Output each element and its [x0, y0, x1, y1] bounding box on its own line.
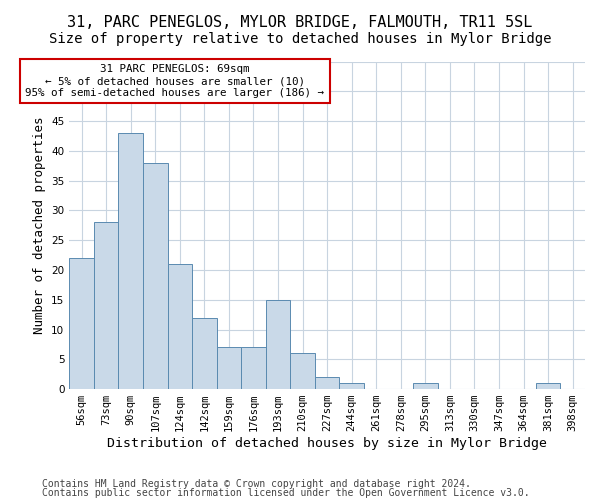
Bar — [143, 163, 167, 389]
Bar — [413, 383, 437, 389]
Bar — [94, 222, 118, 389]
Bar — [290, 354, 315, 389]
Y-axis label: Number of detached properties: Number of detached properties — [32, 116, 46, 334]
Bar — [217, 348, 241, 389]
Text: 31 PARC PENEGLOS: 69sqm
← 5% of detached houses are smaller (10)
95% of semi-det: 31 PARC PENEGLOS: 69sqm ← 5% of detached… — [25, 64, 325, 98]
Bar — [241, 348, 266, 389]
Bar — [118, 133, 143, 389]
Text: Size of property relative to detached houses in Mylor Bridge: Size of property relative to detached ho… — [49, 32, 551, 46]
Text: Contains HM Land Registry data © Crown copyright and database right 2024.: Contains HM Land Registry data © Crown c… — [42, 479, 471, 489]
Bar — [167, 264, 192, 389]
Bar — [315, 377, 340, 389]
Bar — [536, 383, 560, 389]
Text: Contains public sector information licensed under the Open Government Licence v3: Contains public sector information licen… — [42, 488, 530, 498]
Bar — [192, 318, 217, 389]
X-axis label: Distribution of detached houses by size in Mylor Bridge: Distribution of detached houses by size … — [107, 437, 547, 450]
Bar — [69, 258, 94, 389]
Text: 31, PARC PENEGLOS, MYLOR BRIDGE, FALMOUTH, TR11 5SL: 31, PARC PENEGLOS, MYLOR BRIDGE, FALMOUT… — [67, 15, 533, 30]
Bar — [340, 383, 364, 389]
Bar — [266, 300, 290, 389]
